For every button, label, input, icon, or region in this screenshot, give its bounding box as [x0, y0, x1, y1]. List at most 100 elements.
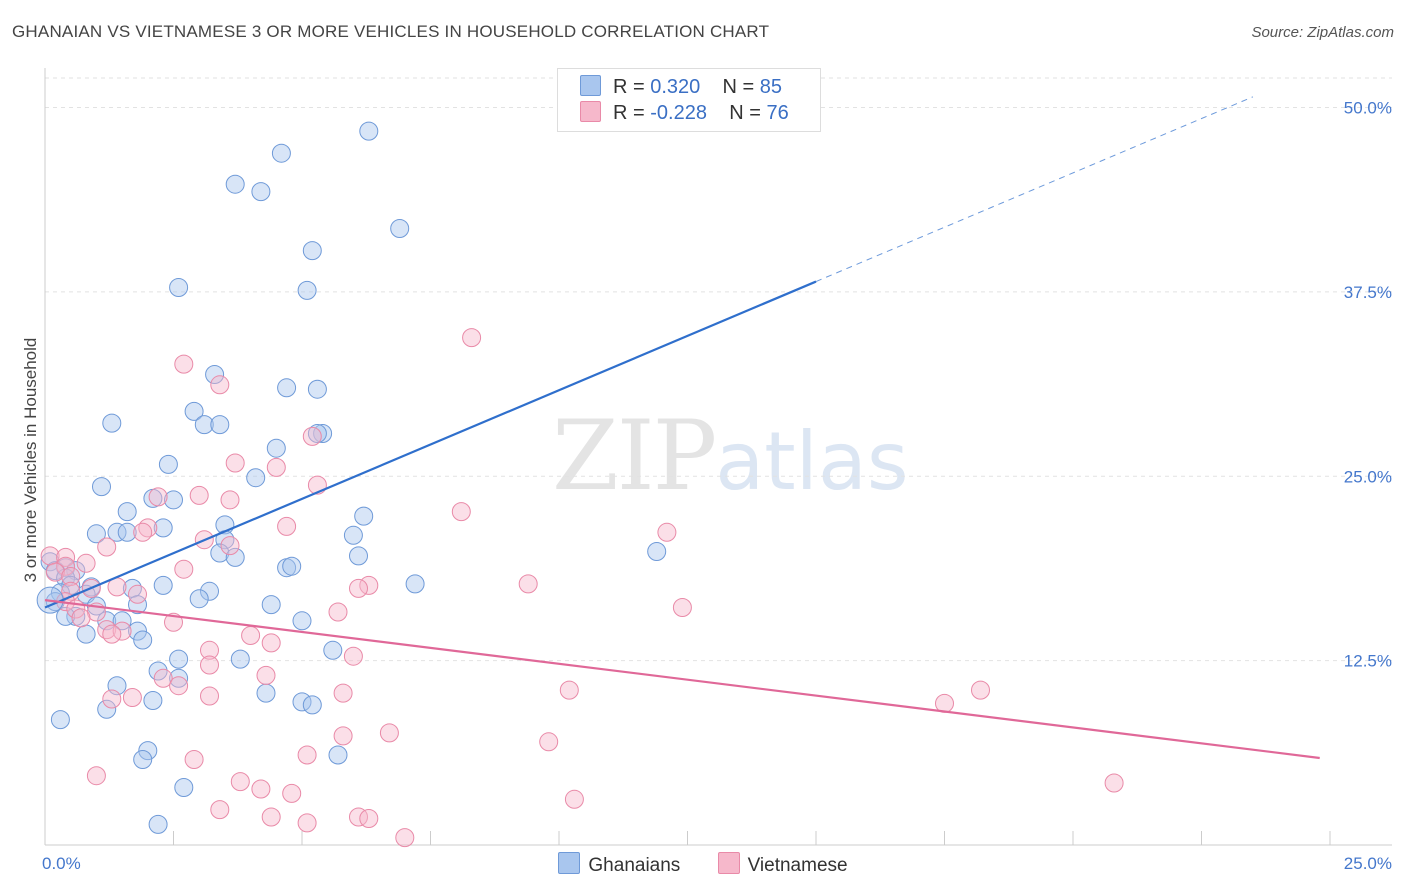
point-ghanaians	[647, 542, 667, 561]
point-vietnamese	[133, 522, 153, 542]
point-ghanaians	[307, 379, 327, 399]
legend-r-label: R =	[613, 76, 651, 98]
point-ghanaians	[148, 814, 168, 834]
point-vietnamese	[256, 665, 276, 685]
legend-item-ghanaians[interactable]: Ghanaians	[558, 852, 680, 877]
point-ghanaians	[261, 595, 281, 615]
trend-line-vietnamese	[44, 599, 1320, 760]
point-vietnamese	[539, 732, 559, 752]
point-vietnamese	[297, 813, 317, 833]
y-tick-label: 50.0%	[1344, 99, 1392, 118]
point-ghanaians	[246, 468, 266, 488]
point-ghanaians	[225, 547, 245, 567]
point-vietnamese	[56, 556, 76, 576]
point-ghanaians	[133, 750, 153, 769]
point-ghanaians	[230, 649, 250, 669]
point-ghanaians	[251, 182, 271, 202]
point-vietnamese	[174, 354, 194, 374]
stats-legend: R = 0.320 N = 85 R = -0.228 N = 76	[557, 68, 821, 132]
point-ghanaians	[210, 543, 230, 563]
data-points	[36, 121, 1124, 848]
point-vietnamese	[164, 612, 183, 632]
point-vietnamese	[230, 772, 250, 792]
point-ghanaians	[343, 525, 363, 545]
series-legend: Ghanaians Vietnamese	[0, 852, 1406, 877]
point-vietnamese	[225, 453, 245, 473]
y-axis-label: 3 or more Vehicles in Household	[21, 338, 40, 583]
point-ghanaians	[271, 143, 291, 163]
point-ghanaians	[390, 219, 410, 238]
point-vietnamese	[261, 633, 281, 653]
trend-lines	[44, 96, 1320, 760]
gridlines	[45, 77, 1392, 662]
point-ghanaians	[282, 556, 302, 576]
point-vietnamese	[200, 686, 219, 706]
point-vietnamese	[200, 640, 219, 660]
point-ghanaians	[117, 522, 137, 542]
point-ghanaians	[56, 606, 76, 626]
legend-item-vietnamese[interactable]: Vietnamese	[717, 852, 848, 877]
point-ghanaians	[266, 438, 286, 458]
point-vietnamese	[169, 676, 189, 696]
point-ghanaians	[302, 695, 322, 715]
point-ghanaians	[359, 121, 379, 141]
point-vietnamese	[220, 490, 240, 510]
y-tick-label: 12.5%	[1344, 652, 1392, 671]
point-vietnamese	[395, 828, 415, 848]
point-ghanaians	[117, 502, 137, 522]
legend-swatch-ghanaians	[558, 852, 581, 874]
point-ghanaians	[86, 524, 106, 544]
source-credit: Source: ZipAtlas.com	[1251, 24, 1394, 41]
legend-swatch-vietnamese	[717, 852, 740, 874]
point-vietnamese	[71, 608, 91, 628]
point-vietnamese	[220, 536, 240, 556]
point-ghanaians	[256, 683, 276, 703]
point-vietnamese	[122, 688, 142, 707]
point-ghanaians	[76, 624, 96, 644]
point-ghanaians	[169, 668, 189, 688]
point-vietnamese	[97, 537, 117, 557]
point-vietnamese	[297, 745, 317, 765]
point-vietnamese	[343, 646, 363, 666]
point-ghanaians	[112, 611, 132, 631]
legend-swatch-ghanaians	[580, 75, 601, 96]
point-vietnamese	[1104, 773, 1124, 793]
point-vietnamese	[148, 487, 168, 507]
point-ghanaians	[133, 630, 153, 650]
point-ghanaians	[102, 413, 122, 433]
axes	[44, 68, 1392, 846]
point-ghanaians	[169, 278, 189, 297]
point-vietnamese	[379, 723, 399, 743]
point-vietnamese	[657, 522, 677, 542]
legend-label-vietnamese: Vietnamese	[747, 855, 848, 876]
legend-n-label: N =	[722, 76, 760, 98]
point-ghanaians	[66, 561, 86, 581]
point-ghanaians	[328, 745, 348, 765]
point-ghanaians	[97, 699, 117, 719]
point-ghanaians	[153, 575, 173, 595]
legend-swatch-vietnamese	[580, 101, 601, 122]
point-vietnamese	[45, 562, 65, 582]
point-vietnamese	[153, 668, 173, 688]
point-vietnamese	[349, 807, 368, 827]
point-vietnamese	[200, 655, 219, 675]
point-vietnamese	[128, 584, 147, 604]
point-ghanaians	[174, 778, 194, 797]
point-vietnamese	[328, 602, 348, 622]
point-vietnamese	[282, 783, 302, 803]
point-ghanaians	[210, 415, 230, 435]
point-vietnamese	[61, 567, 81, 586]
legend-r-value: 0.320	[650, 76, 701, 98]
trend-line-ghanaians	[44, 280, 817, 609]
point-vietnamese	[102, 689, 122, 709]
point-vietnamese	[462, 328, 482, 348]
point-ghanaians	[169, 649, 189, 669]
watermark-zip: ZIP	[552, 400, 717, 512]
point-ghanaians	[158, 454, 178, 474]
watermark-atlas: atlas	[715, 415, 909, 508]
point-vietnamese	[333, 683, 353, 703]
point-vietnamese	[210, 800, 230, 820]
point-vietnamese	[451, 502, 471, 522]
legend-r-label: R =	[613, 102, 651, 124]
point-ghanaians	[143, 691, 163, 710]
